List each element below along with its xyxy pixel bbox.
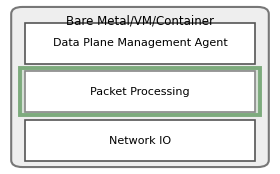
Text: Bare Metal/VM/Container: Bare Metal/VM/Container [66,15,214,28]
Bar [20,68,260,115]
Text: Data Plane Management Agent: Data Plane Management Agent [53,38,227,48]
Bar [25,23,255,64]
Text: Packet Processing: Packet Processing [90,87,190,97]
Bar [25,120,255,161]
FancyBboxPatch shape [11,7,269,167]
Bar [25,71,255,112]
Text: Network IO: Network IO [109,136,171,145]
